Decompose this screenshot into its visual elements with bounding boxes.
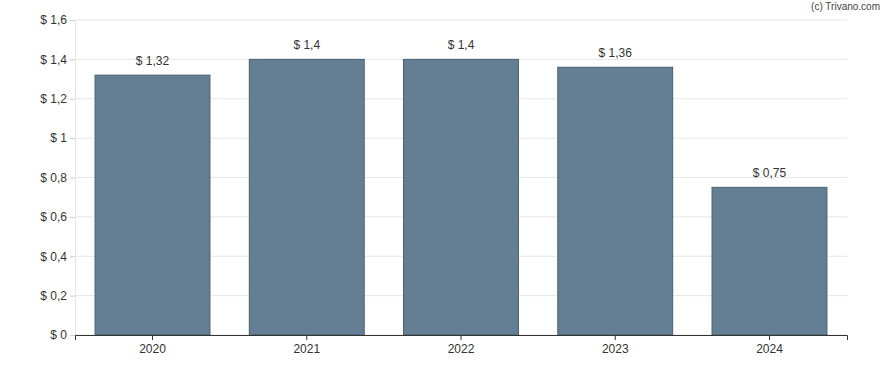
chart: $ 0$ 0,2$ 0,4$ 0,6$ 0,8$ 1$ 1,2$ 1,4$ 1,… [0,0,888,370]
y-tick-label: $ 0,4 [40,250,67,264]
bar [558,67,673,335]
y-tick-label: $ 0,2 [40,289,67,303]
y-tick-label: $ 1,4 [40,53,67,67]
y-tick-mark [70,99,75,100]
y-tick-label: $ 0,8 [40,171,67,185]
y-tick-label: $ 1 [50,131,67,145]
bars [95,59,827,335]
bar [249,59,364,335]
annotation: (c) Trivano.com [811,1,880,12]
y-tick: $ 1,6 [40,13,75,27]
y-tick-mark [70,59,75,60]
y-tick: $ 0,4 [40,250,75,264]
x-tick: 2024 [756,335,783,356]
x-tick-label: 2021 [293,342,320,356]
y-tick-mark [70,335,75,336]
y-tick-mark [70,296,75,297]
x-tick-mark [615,335,616,340]
x-tick-mark [306,335,307,340]
x-axis: 2020 2021 2022 2023 2024 [76,335,848,356]
data-label: $ 1,4 [293,38,320,52]
y-tick-mark [70,256,75,257]
data-label: $ 1,36 [599,46,633,60]
x-tick-label: 2022 [448,342,475,356]
y-tick-mark [70,217,75,218]
bar [95,75,210,335]
x-axis-line [76,336,848,341]
x-tick-label: 2023 [602,342,629,356]
y-tick: $ 0,6 [40,210,75,224]
y-tick-label: $ 1,2 [40,92,67,106]
data-label: $ 1,4 [448,38,475,52]
x-tick-label: 2020 [139,342,166,356]
x-tick: 2023 [602,335,629,356]
y-tick-mark [70,20,75,21]
x-tick-mark [461,335,462,340]
y-tick: $ 0 [50,328,75,342]
y-tick-mark [70,178,75,179]
bar [404,59,519,335]
data-label: $ 1,32 [136,54,170,68]
x-tick: 2022 [448,335,475,356]
x-tick: 2020 [139,335,166,356]
plot: $ 0$ 0,2$ 0,4$ 0,6$ 0,8$ 1$ 1,2$ 1,4$ 1,… [40,13,847,355]
y-tick: $ 0,2 [40,289,75,303]
x-tick-label: 2024 [756,342,783,356]
y-tick-label: $ 1,6 [40,13,67,27]
y-tick: $ 1,2 [40,92,75,106]
x-tick-mark [769,335,770,340]
x-tick-mark [152,335,153,340]
y-tick: $ 1,4 [40,53,75,67]
y-tick-mark [70,138,75,139]
y-tick: $ 1 [50,131,75,145]
bar [712,187,827,335]
grid-line [75,20,847,21]
y-tick-label: $ 0 [50,328,67,342]
grid [75,20,847,335]
data-label: $ 0,75 [753,166,787,180]
y-tick-label: $ 0,6 [40,210,67,224]
x-tick: 2021 [293,335,320,356]
y-axis: $ 0 $ 0,2 $ 0,4 $ 0,6 $ 0,8 $ 1 $ 1,2 $ 1,4 $ 1,… [40,13,75,342]
y-tick: $ 0,8 [40,171,75,185]
data-labels: $ 1,32 $ 1,4 $ 1,4 $ 1,36 $ 0,75 [136,38,787,180]
y-axis-line [70,21,76,336]
